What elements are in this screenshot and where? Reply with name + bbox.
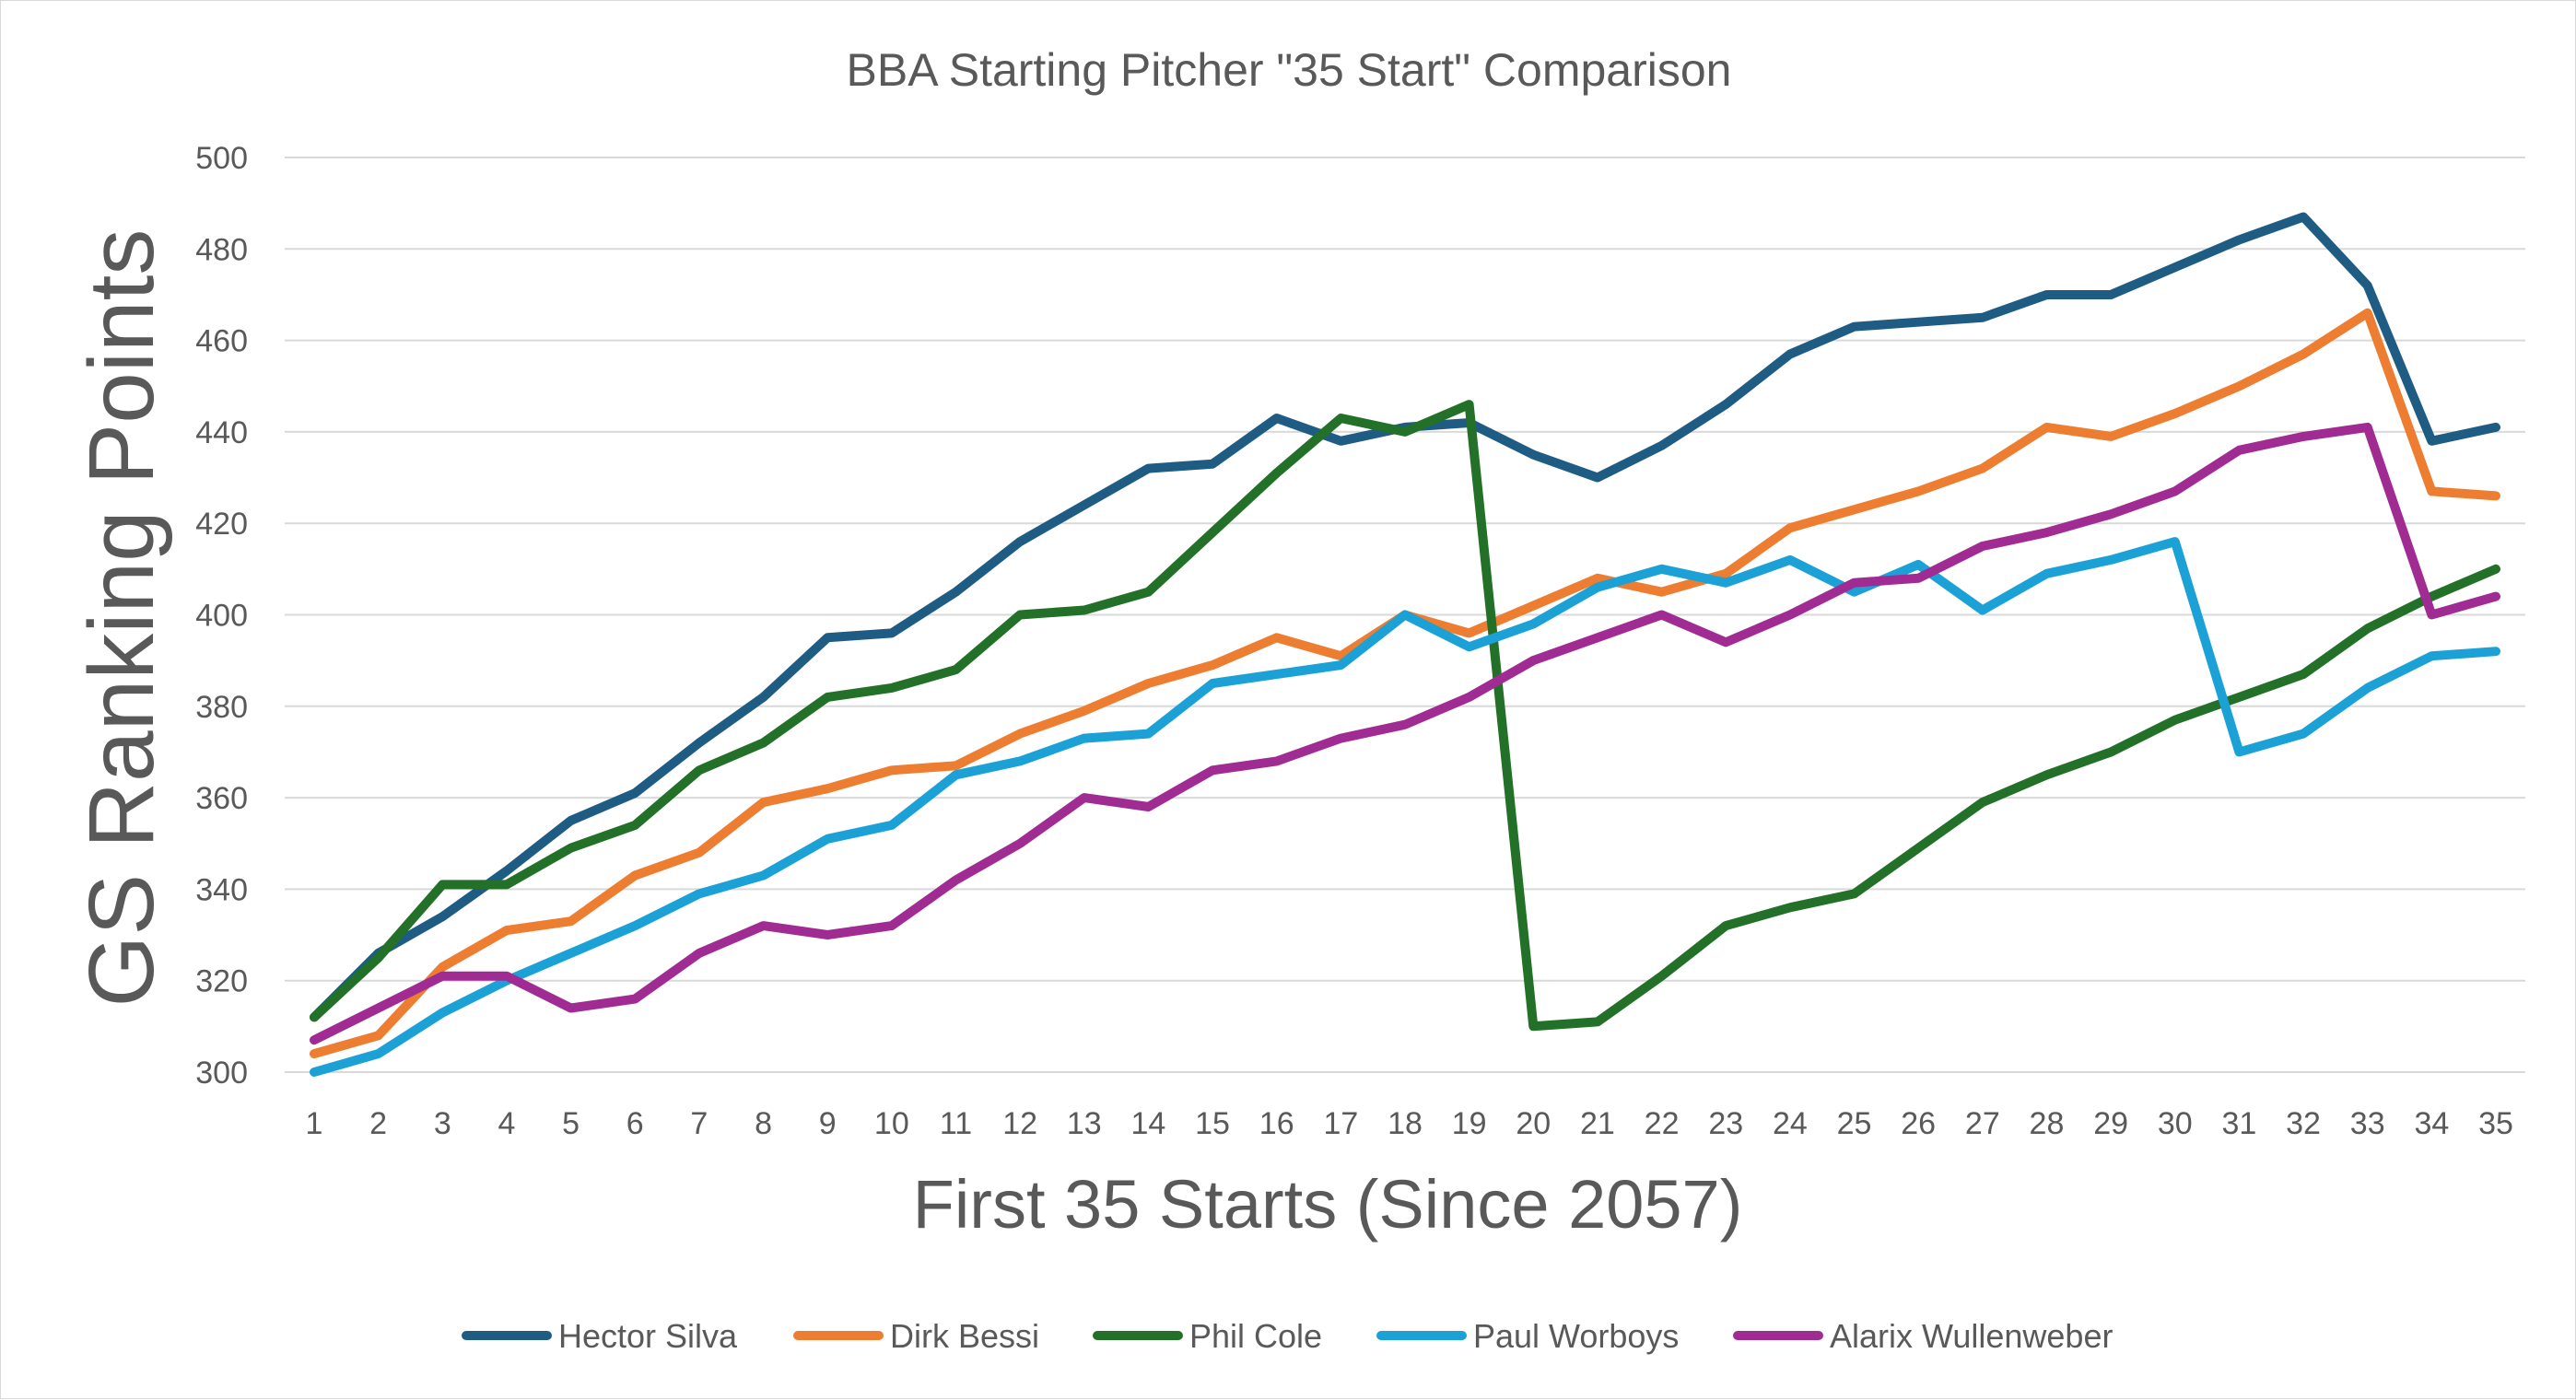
x-tick-label: 6	[626, 1106, 644, 1141]
legend-label: Paul Worboys	[1473, 1317, 1679, 1355]
x-axis-title: First 35 Starts (Since 2057)	[913, 1166, 1743, 1242]
x-tick-label: 23	[1708, 1106, 1743, 1141]
y-axis-title: GS Ranking Points	[70, 229, 173, 1008]
x-tick-label: 1	[306, 1106, 323, 1141]
x-tick-label: 16	[1259, 1106, 1294, 1141]
x-tick-label: 26	[1901, 1106, 1936, 1141]
y-tick-label: 440	[195, 415, 248, 450]
series-line-5	[310, 422, 2500, 1045]
x-tick-label: 13	[1067, 1106, 1102, 1141]
chart-title: BBA Starting Pitcher "35 Start" Comparis…	[847, 44, 1732, 96]
x-tick-label: 19	[1452, 1106, 1487, 1141]
x-tick-label: 28	[2030, 1106, 2065, 1141]
series-line-3	[310, 400, 2500, 1032]
x-tick-label: 21	[1580, 1106, 1615, 1141]
x-tick-label: 30	[2158, 1106, 2193, 1141]
x-tick-label: 11	[940, 1106, 972, 1141]
x-tick-label: 4	[498, 1106, 515, 1141]
x-tick-label: 18	[1388, 1106, 1423, 1141]
x-tick-label: 33	[2350, 1106, 2385, 1141]
x-tick-label: 2	[369, 1106, 387, 1141]
y-tick-label: 300	[195, 1056, 248, 1091]
gridlines	[285, 157, 2525, 982]
x-tick-label: 8	[755, 1106, 772, 1141]
x-tick-label: 3	[434, 1106, 451, 1141]
x-tick-label: 5	[562, 1106, 580, 1141]
legend-label: Alarix Wullenweber	[1830, 1317, 2113, 1355]
x-tick-label: 32	[2286, 1106, 2321, 1141]
y-axis-ticks: 300 320 340 360 380 400 420 440 460 480 500	[195, 141, 248, 1091]
y-tick-label: 500	[195, 141, 248, 176]
x-tick-label: 27	[1965, 1106, 2000, 1141]
y-tick-label: 340	[195, 872, 248, 907]
y-tick-label: 360	[195, 781, 248, 816]
y-tick-label: 400	[195, 599, 248, 634]
x-tick-label: 15	[1195, 1106, 1230, 1141]
x-tick-label: 34	[2414, 1106, 2449, 1141]
legend-label: Hector Silva	[558, 1317, 738, 1355]
x-tick-label: 24	[1773, 1106, 1808, 1141]
y-tick-label: 320	[195, 964, 248, 999]
legend-label: Dirk Bessi	[890, 1317, 1039, 1355]
y-tick-label: 480	[195, 232, 248, 267]
x-tick-label: 29	[2093, 1106, 2128, 1141]
x-tick-label: 12	[1002, 1106, 1037, 1141]
x-tick-label: 17	[1323, 1106, 1358, 1141]
x-tick-label: 9	[819, 1106, 837, 1141]
series-lines	[310, 212, 2500, 1077]
x-tick-label: 35	[2478, 1106, 2513, 1141]
y-tick-label: 380	[195, 690, 248, 725]
y-tick-label: 460	[195, 324, 248, 359]
x-tick-label: 14	[1130, 1106, 1165, 1141]
x-axis-ticks: 1 2 3 4 5 6 7 8 9 10 11 12 13 14 15 16 17 18 19 20 21 22 23 24 2…	[306, 1106, 2513, 1141]
legend: Hector Silva Dirk Bessi Phil Cole Paul Worb…	[462, 1317, 2113, 1355]
x-tick-label: 7	[690, 1106, 708, 1141]
y-tick-label: 420	[195, 507, 248, 542]
legend-label: Phil Cole	[1189, 1317, 1322, 1355]
x-tick-label: 22	[1645, 1106, 1680, 1141]
series-line-4	[310, 537, 2500, 1077]
x-tick-label: 10	[874, 1106, 909, 1141]
x-tick-label: 25	[1837, 1106, 1872, 1141]
x-tick-label: 31	[2221, 1106, 2256, 1141]
x-tick-label: 20	[1516, 1106, 1551, 1141]
